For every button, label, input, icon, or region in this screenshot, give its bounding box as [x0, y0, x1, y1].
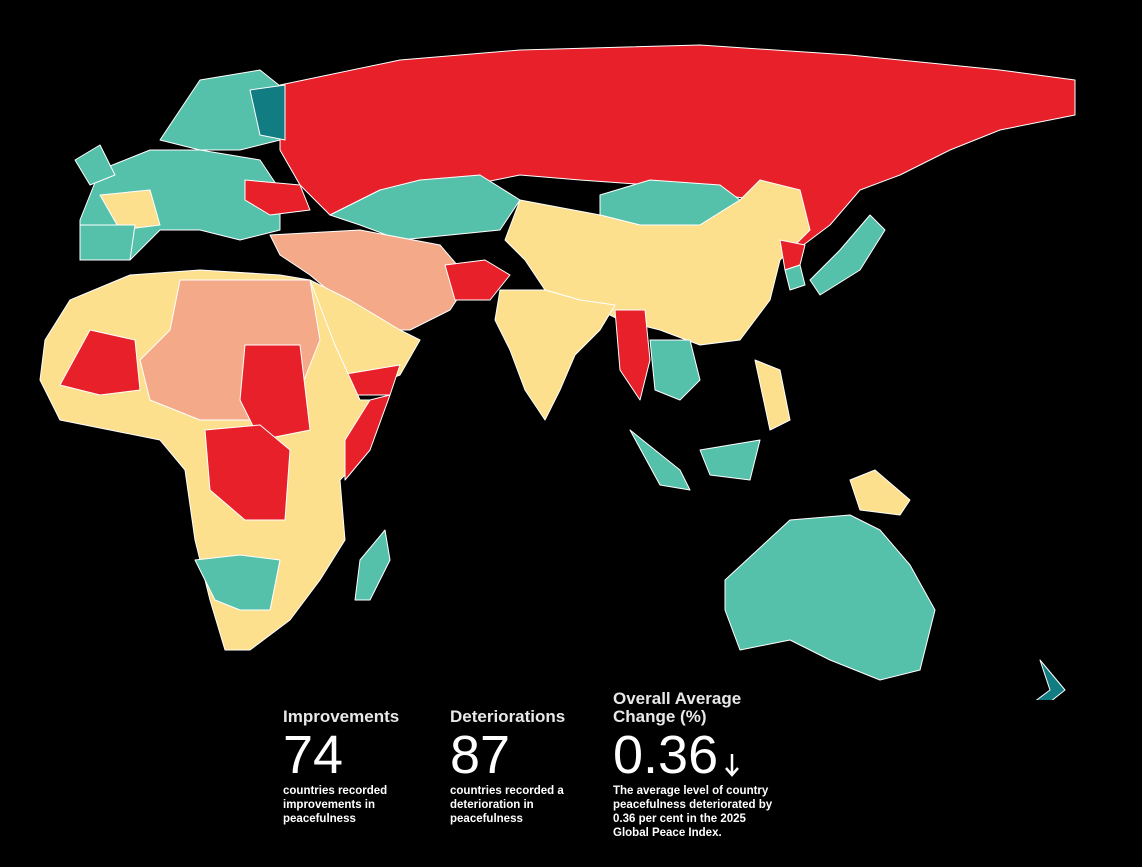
- stat-value: 0.36: [613, 728, 783, 782]
- stat-number: 74: [283, 725, 344, 785]
- stat-title: Improvements: [283, 707, 400, 726]
- stat-improvements: Improvements 74 countries recorded impro…: [283, 690, 399, 826]
- kazakhstan: [329, 174, 521, 241]
- finland: [249, 84, 286, 141]
- sudan: [239, 344, 311, 441]
- stat-value: 74: [283, 728, 399, 782]
- madagascar: [354, 529, 391, 601]
- stat-number: 87: [450, 725, 511, 785]
- stat-description: countries recorded improvements in peace…: [283, 785, 388, 825]
- ukraine: [244, 179, 311, 216]
- myanmar: [614, 309, 651, 401]
- japan: [809, 214, 886, 296]
- down-arrow: [725, 754, 740, 777]
- india: [494, 289, 616, 421]
- indochina: [649, 339, 701, 401]
- stat-average-change: Overall Average Change (%) 0.36 The aver…: [613, 690, 783, 840]
- sumatra: [629, 429, 691, 491]
- new-zealand: [1035, 659, 1066, 700]
- stat-description: The average level of country peacefulnes…: [613, 785, 773, 839]
- southern-africa: [194, 554, 281, 611]
- borneo: [699, 439, 761, 481]
- stat-title: Deteriorations: [450, 707, 566, 726]
- drc: [204, 424, 291, 521]
- philippines: [754, 359, 791, 431]
- south-korea: [784, 264, 806, 291]
- north-korea: [779, 239, 806, 271]
- somalia: [344, 394, 391, 481]
- middle-east: [269, 229, 471, 331]
- papua-new-guinea: [849, 469, 911, 516]
- stat-description: countries recorded a deterioration in pe…: [450, 785, 564, 825]
- mali: [59, 329, 141, 396]
- france: [99, 189, 161, 231]
- stat-title: Overall Average Change (%): [613, 689, 742, 726]
- spain: [79, 224, 136, 261]
- uk: [74, 144, 116, 186]
- stat-deteriorations: Deteriorations 87 countries recorded a d…: [450, 690, 565, 826]
- australia: [724, 514, 936, 681]
- afghanistan: [444, 259, 511, 301]
- world-map: [39, 44, 1076, 700]
- stat-number: 0.36: [613, 725, 719, 785]
- stat-value: 87: [450, 728, 565, 782]
